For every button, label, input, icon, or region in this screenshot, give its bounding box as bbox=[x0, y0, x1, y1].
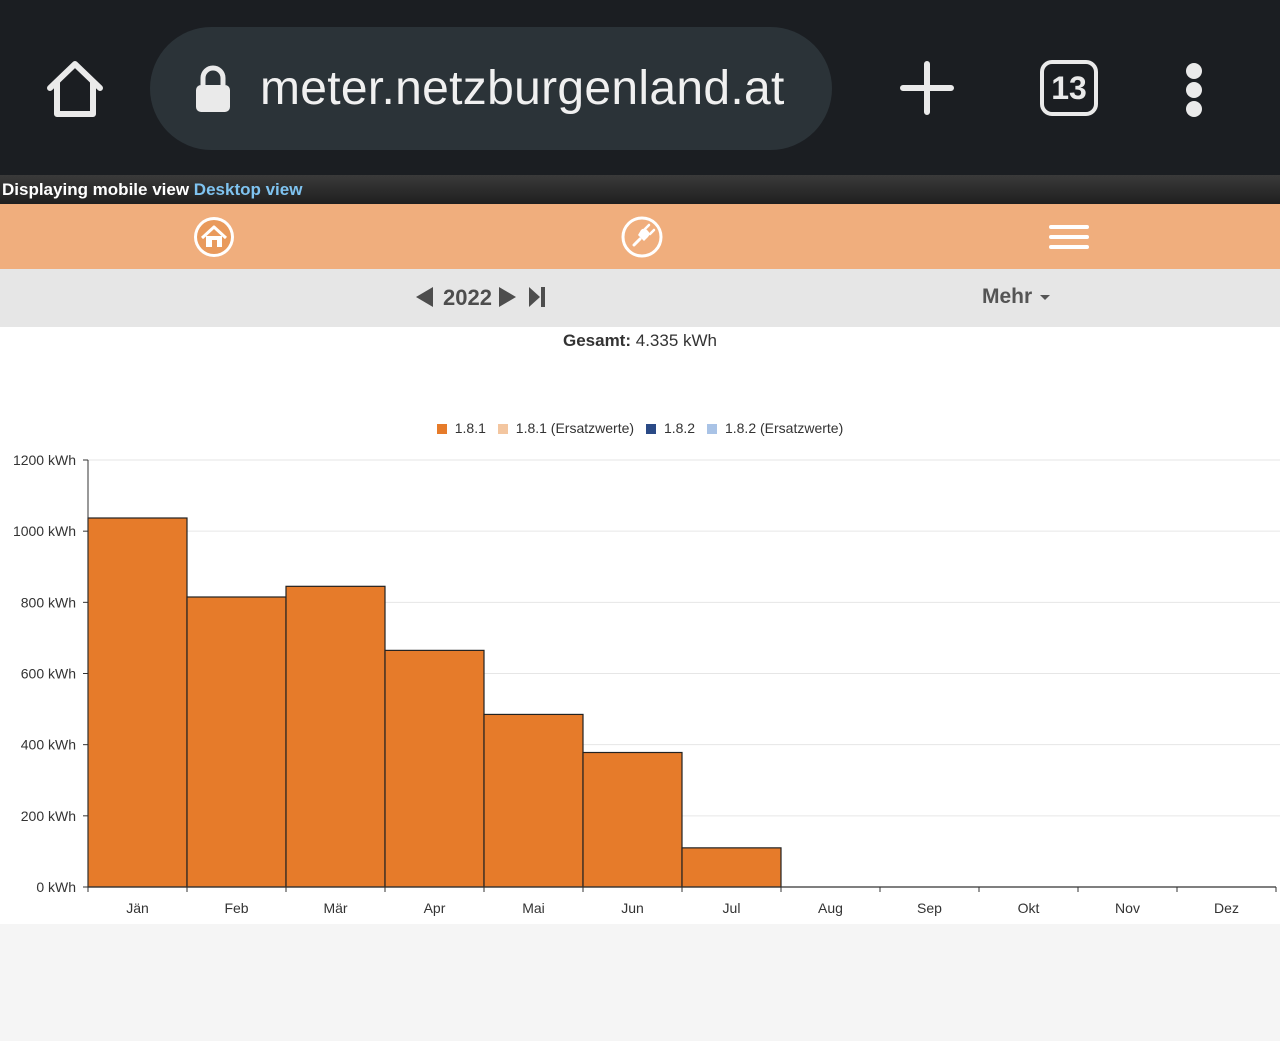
legend-item[interactable]: 1.8.1 (Ersatzwerte) bbox=[497, 420, 635, 436]
app-nav-bar bbox=[0, 204, 1280, 269]
plug-circle-icon[interactable] bbox=[621, 216, 663, 258]
next-year-icon[interactable] bbox=[499, 287, 517, 312]
y-tick-label: 400 kWh bbox=[21, 737, 76, 753]
bar-Jän bbox=[87, 517, 188, 888]
legend-label: 1.8.1 (Ersatzwerte) bbox=[515, 420, 635, 436]
new-tab-icon[interactable] bbox=[896, 56, 958, 118]
x-tick-label: Feb bbox=[224, 900, 248, 916]
total-value: 4.335 kWh bbox=[635, 331, 718, 350]
more-dropdown-label: Mehr bbox=[982, 285, 1033, 308]
y-tick-label: 200 kWh bbox=[21, 808, 76, 824]
x-tick-label: Sep bbox=[917, 900, 942, 916]
x-tick-label: Apr bbox=[424, 900, 446, 916]
home-circle-icon[interactable] bbox=[193, 216, 235, 258]
bar-Apr bbox=[384, 649, 485, 888]
legend-label: 1.8.2 (Ersatzwerte) bbox=[724, 420, 844, 436]
total-label: Gesamt: bbox=[562, 331, 632, 350]
bar-Mär bbox=[285, 585, 386, 888]
x-tick-label: Okt bbox=[1018, 900, 1040, 916]
legend-swatch bbox=[645, 424, 656, 434]
bar-Jul bbox=[681, 847, 782, 888]
caret-down-icon bbox=[1040, 294, 1051, 300]
x-tick-label: Mär bbox=[323, 900, 347, 916]
bar-Jun bbox=[582, 751, 683, 888]
legend-item[interactable]: 1.8.2 (Ersatzwerte) bbox=[706, 420, 844, 436]
browser-toolbar: meter.netzburgenland.at 13 bbox=[0, 0, 1280, 175]
previous-year-icon[interactable] bbox=[416, 287, 434, 312]
x-tick-label: Jun bbox=[621, 900, 644, 916]
url-text: meter.netzburgenland.at bbox=[260, 62, 785, 115]
bar-Mai bbox=[483, 713, 584, 888]
browser-menu-icon[interactable] bbox=[1180, 60, 1208, 120]
more-dropdown[interactable]: Mehr bbox=[982, 285, 1051, 309]
y-tick-label: 800 kWh bbox=[21, 594, 76, 610]
address-bar[interactable]: meter.netzburgenland.at bbox=[150, 27, 832, 150]
chart-legend: 1.8.1 1.8.1 (Ersatzwerte) 1.8.2 1.8.2 (E… bbox=[0, 420, 1280, 436]
y-tick-label: 0 kWh bbox=[36, 879, 76, 895]
hamburger-icon[interactable] bbox=[1048, 216, 1090, 258]
tab-switcher-button[interactable]: 13 bbox=[1040, 60, 1098, 116]
x-tick-label: Jän bbox=[126, 900, 149, 916]
x-tick-label: Jul bbox=[723, 900, 741, 916]
legend-swatch bbox=[497, 424, 508, 434]
desktop-view-link[interactable]: Desktop view bbox=[193, 180, 303, 199]
legend-item[interactable]: 1.8.1 bbox=[436, 420, 486, 436]
x-tick-label: Dez bbox=[1214, 900, 1239, 916]
period-selector-bar bbox=[0, 269, 1280, 327]
legend-swatch bbox=[436, 424, 447, 434]
legend-swatch bbox=[706, 424, 717, 434]
bar-Feb bbox=[186, 596, 287, 888]
legend-label: 1.8.1 bbox=[454, 420, 486, 436]
consumption-bar-chart: 0 kWh 200 kWh 400 kWh 600 kWh 800 kWh 1000 kW… bbox=[13, 452, 1280, 916]
last-period-icon[interactable] bbox=[529, 287, 546, 312]
y-tick-label: 1000 kWh bbox=[13, 523, 76, 539]
x-tick-label: Nov bbox=[1115, 900, 1140, 916]
legend-label: 1.8.2 bbox=[663, 420, 696, 436]
lock-icon bbox=[193, 65, 233, 113]
year-label: 2022 bbox=[443, 285, 492, 310]
legend-item[interactable]: 1.8.2 bbox=[645, 420, 696, 436]
y-tick-label: 1200 kWh bbox=[13, 452, 76, 468]
mobile-view-label: Displaying mobile view bbox=[2, 180, 190, 199]
x-tick-label: Mai bbox=[522, 900, 545, 916]
mobile-view-bar: Displaying mobile view Desktop view bbox=[0, 175, 1280, 204]
y-tick-label: 600 kWh bbox=[21, 666, 76, 682]
total-summary: Gesamt: 4.335 kWh bbox=[0, 331, 1280, 351]
x-tick-label: Aug bbox=[818, 900, 843, 916]
browser-home-icon[interactable] bbox=[40, 56, 110, 122]
